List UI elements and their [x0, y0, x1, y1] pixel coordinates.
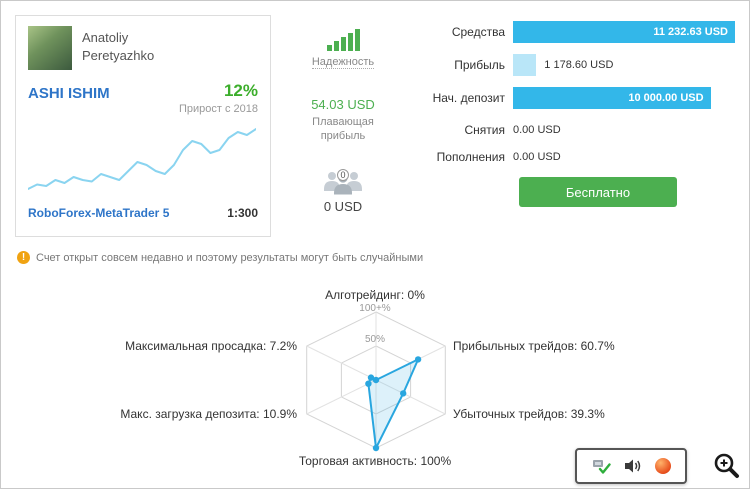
radar-ring-label-50: 50% — [364, 334, 385, 345]
top-section: Anatoliy Peretyazhko ASHI ISHIM 12% Прир… — [1, 1, 749, 237]
stat-label-deposits: Пополнения — [436, 150, 505, 164]
radar-ring-label-100: 100+% — [359, 303, 391, 314]
floating-profit-value: 54.03 USD — [311, 97, 375, 112]
radar-svg — [306, 311, 446, 452]
zoom-in-icon[interactable] — [713, 452, 741, 480]
deposits-area: 0.00 USD — [513, 147, 735, 167]
account-name: ASHI ISHIM — [28, 85, 110, 102]
stat-row-initial-deposit: Нач. депозит 10 000.00 USD — [417, 87, 735, 109]
floating-profit-block: 54.03 USD Плавающая прибыль — [306, 97, 380, 144]
floating-profit-caption[interactable]: Плавающая прибыль — [312, 116, 374, 143]
withdrawals-area: 0.00 USD — [513, 120, 735, 140]
avatar[interactable] — [28, 26, 72, 70]
leverage-value: 1:300 — [227, 206, 258, 220]
account-card: Anatoliy Peretyazhko ASHI ISHIM 12% Прир… — [15, 15, 271, 237]
tray-popup — [575, 448, 687, 484]
growth-sparkline-chart — [27, 119, 258, 197]
volume-icon[interactable] — [623, 456, 643, 476]
profit-bar-area: 1 178.60 USD — [513, 54, 735, 76]
investors-count: 0 — [337, 168, 349, 181]
stat-label-initial-deposit: Нач. депозит — [432, 91, 505, 105]
profit-bar — [513, 54, 537, 76]
trader-name: Anatoliy Peretyazhko — [82, 30, 155, 63]
broker-link[interactable]: RoboForex-MetaTrader 5 — [28, 206, 170, 220]
investors-block: 0 0 USD — [320, 168, 366, 214]
investors-icon: 0 — [320, 168, 366, 196]
radar-label-trading-activity: Торговая активность: 100% — [298, 454, 452, 468]
growth-block: 12% Прирост с 2018 — [179, 81, 258, 115]
subscribe-area: Бесплатно — [513, 177, 735, 207]
card-header: Anatoliy Peretyazhko — [28, 26, 258, 70]
stat-row-withdrawals: Снятия 0.00 USD — [417, 120, 735, 140]
stat-label-profit: Прибыль — [454, 58, 505, 72]
notice-text: Счет открыт совсем недавно и поэтому рез… — [36, 251, 424, 264]
security-icon[interactable] — [655, 458, 671, 474]
growth-percent: 12% — [223, 81, 258, 100]
warning-icon: ! — [17, 251, 30, 264]
initial-deposit-bar: 10 000.00 USD — [513, 87, 711, 109]
stat-label-funds: Средства — [451, 25, 505, 39]
reliability-panel: Надежность 54.03 USD Плавающая прибыль — [287, 15, 399, 237]
funds-value: 11 232.63 USD — [653, 26, 728, 38]
stat-row-profit: Прибыль 1 178.60 USD — [417, 54, 735, 76]
profit-value: 1 178.60 USD — [544, 59, 614, 71]
radar-label-max-drawdown: Максимальная просадка: 7.2% — [125, 339, 297, 353]
radar-label-algotrading: Алготрейдинг: 0% — [325, 288, 425, 302]
card-footer: RoboForex-MetaTrader 5 1:300 — [28, 206, 258, 220]
radar-label-profitable-trades: Прибыльных трейдов: 60.7% — [453, 339, 615, 353]
funds-bar-area: 11 232.63 USD — [513, 21, 735, 43]
radar-label-deposit-load: Макс. загрузка депозита: 10.9% — [120, 407, 297, 421]
recent-account-notice: ! Счет открыт совсем недавно и поэтому р… — [17, 251, 749, 264]
stat-row-funds: Средства 11 232.63 USD — [417, 21, 735, 43]
initial-deposit-bar-area: 10 000.00 USD — [513, 87, 735, 109]
investors-funds: 0 USD — [323, 198, 363, 214]
stat-label-withdrawals: Снятия — [464, 123, 506, 137]
withdrawals-value: 0.00 USD — [513, 124, 561, 136]
initial-deposit-value: 10 000.00 USD — [628, 92, 704, 104]
stat-row-deposits: Пополнения 0.00 USD — [417, 147, 735, 167]
balance-stats: Средства 11 232.63 USD Прибыль 1 178.60 … — [417, 15, 735, 237]
subscribe-row: Бесплатно — [417, 177, 735, 207]
reliability-label[interactable]: Надежность — [311, 56, 375, 69]
subscribe-button[interactable]: Бесплатно — [519, 177, 677, 207]
reliability-bars-icon — [326, 29, 360, 51]
growth-caption: Прирост с 2018 — [178, 103, 258, 115]
radar-label-losing-trades: Убыточных трейдов: 39.3% — [453, 407, 605, 421]
funds-bar: 11 232.63 USD — [513, 21, 735, 43]
deposits-value: 0.00 USD — [513, 151, 561, 163]
trading-stats-radar-chart: Алготрейдинг: 0% 100+% 50% Прибыльных тр… — [1, 288, 749, 478]
account-summary-row: ASHI ISHIM 12% Прирост с 2018 — [28, 81, 258, 115]
safely-remove-hardware-icon[interactable] — [591, 456, 611, 476]
